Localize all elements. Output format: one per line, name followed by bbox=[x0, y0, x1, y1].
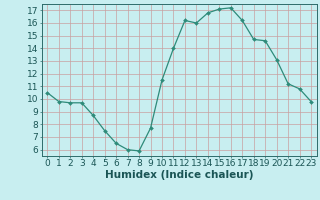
X-axis label: Humidex (Indice chaleur): Humidex (Indice chaleur) bbox=[105, 170, 253, 180]
